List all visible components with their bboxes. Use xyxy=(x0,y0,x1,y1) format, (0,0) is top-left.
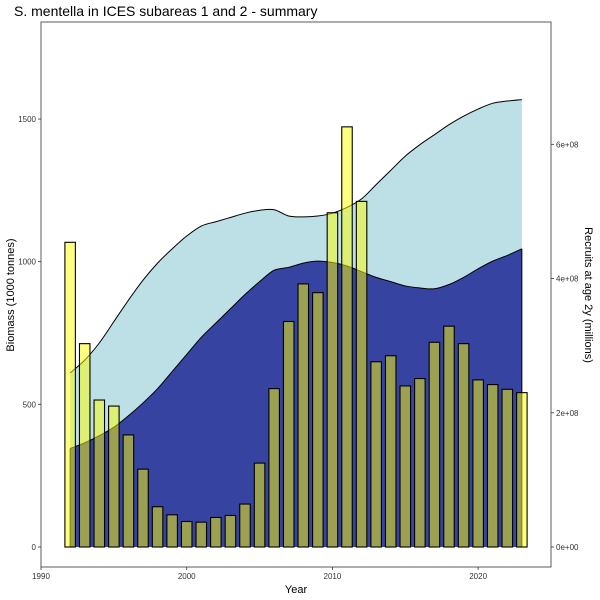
x-axis-label: Year xyxy=(285,584,308,596)
y-left-tick-label: 1000 xyxy=(18,258,36,267)
y-left-tick-label: 0 xyxy=(32,543,37,552)
recruit-bar xyxy=(268,388,280,548)
y-right-tick-label: 0e+00 xyxy=(556,543,579,552)
axis-layer: 1990 2000 2010 2020 0 500 1000 1500 0e+00 2e+08 4e… xyxy=(18,115,579,581)
recruit-bar xyxy=(239,503,251,548)
recruit-bar xyxy=(486,384,499,548)
recruit-bar xyxy=(501,388,514,548)
x-tick-label: 1990 xyxy=(32,572,50,581)
recruit-bar xyxy=(93,399,106,548)
recruit-bar xyxy=(326,212,339,548)
recruit-bar xyxy=(253,462,266,548)
y-right-tick-label: 4e+08 xyxy=(556,275,579,284)
x-tick-label: 2020 xyxy=(469,572,487,581)
recruit-bar xyxy=(64,241,76,548)
recruit-bar xyxy=(516,392,528,548)
total-biomass-line xyxy=(69,99,522,374)
recruit-bar xyxy=(195,521,208,548)
recruit-bar xyxy=(384,355,397,548)
x-tick-label: 2010 xyxy=(324,572,342,581)
y-left-tick-label: 1500 xyxy=(18,115,36,124)
y-left-tick-label: 500 xyxy=(23,400,37,409)
y-right-tick-label: 2e+08 xyxy=(556,409,579,418)
spawning-biomass-line xyxy=(69,248,523,450)
recruit-bar xyxy=(224,514,237,548)
recruit-bar xyxy=(428,341,441,548)
y-right-tick-label: 6e+08 xyxy=(556,140,579,149)
plot-panel xyxy=(40,21,552,568)
recruit-bar xyxy=(210,516,222,548)
recruit-bar xyxy=(312,292,324,548)
recruit-bar xyxy=(341,126,353,548)
recruit-bar xyxy=(108,405,120,548)
recruit-bar xyxy=(414,377,426,548)
recruit-bar xyxy=(297,283,310,548)
recruit-bar xyxy=(122,434,135,548)
x-tick-label: 2000 xyxy=(178,572,196,581)
recruit-bar xyxy=(78,343,91,548)
recruit-bar xyxy=(399,385,412,548)
recruit-bar xyxy=(166,514,178,548)
y-axis-right-label: Recruits at age 2y (millions) xyxy=(582,227,594,363)
recruit-bar xyxy=(457,343,470,548)
recruit-bar xyxy=(355,200,368,548)
recruit-bar xyxy=(282,320,295,548)
recruit-bar xyxy=(370,361,382,548)
bar-layer xyxy=(64,126,528,548)
recruit-bar xyxy=(443,325,455,548)
recruit-bar xyxy=(137,468,149,548)
y-axis-left-label: Biomass (1000 tonnes) xyxy=(5,238,17,351)
recruit-bar xyxy=(180,520,193,548)
recruit-bar xyxy=(472,379,484,548)
chart-title: S. mentella in ICES subareas 1 and 2 - s… xyxy=(14,3,317,19)
recruit-bar xyxy=(151,506,164,548)
